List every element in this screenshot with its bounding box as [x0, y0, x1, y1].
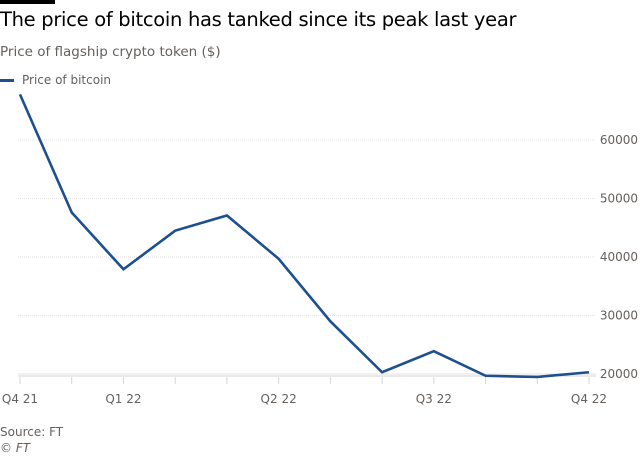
brand-bar [0, 0, 55, 4]
legend: Price of bitcoin [0, 73, 111, 87]
y-tick-label: 20000 [600, 367, 638, 381]
x-tick-label: Q1 22 [105, 392, 141, 406]
y-tick-label: 40000 [600, 250, 638, 264]
y-tick-label: 30000 [600, 309, 638, 323]
x-tick-label: Q3 22 [416, 392, 452, 406]
series-line-bitcoin [18, 93, 590, 379]
chart-subtitle: Price of flagship crypto token ($) [0, 44, 221, 60]
legend-label: Price of bitcoin [22, 73, 112, 87]
source-note: Source: FT [0, 425, 64, 439]
copyright-note: © FT [0, 441, 31, 455]
y-tick-label: 50000 [600, 192, 638, 206]
chart-title: The price of bitcoin has tanked since it… [0, 8, 517, 31]
x-tick-label: Q2 22 [261, 392, 297, 406]
legend-swatch [0, 78, 14, 82]
x-tick-label: Q4 21 [2, 392, 38, 406]
y-tick-label: 60000 [600, 133, 638, 147]
line-chart: 20000 30000 40000 50000 60000 Q4 21 Q1 22 Q2 22… [2, 93, 638, 406]
x-tick-label: Q4 22 [571, 392, 607, 406]
